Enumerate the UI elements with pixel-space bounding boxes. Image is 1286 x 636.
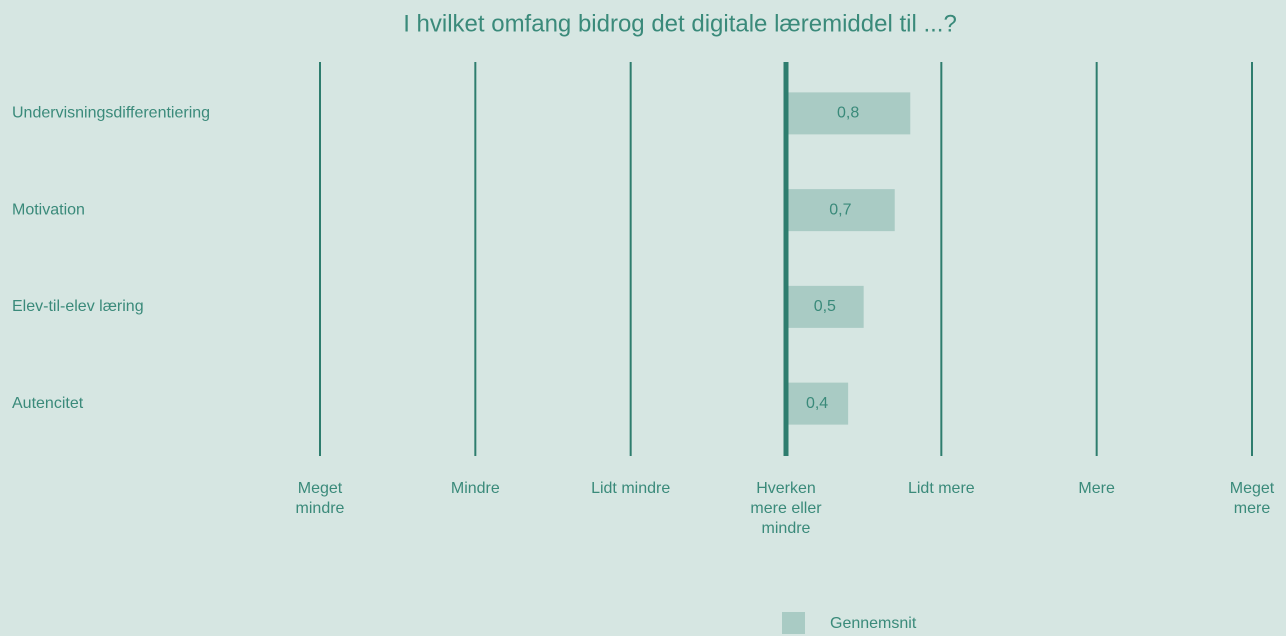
legend-swatch <box>782 612 805 634</box>
value-label: 0,5 <box>814 298 836 315</box>
value-label: 0,7 <box>829 201 851 218</box>
chart-title: I hvilket omfang bidrog det digitale lær… <box>403 10 957 37</box>
value-label: 0,4 <box>806 395 828 412</box>
category-label: Elev-til-elev læring <box>12 298 144 315</box>
x-tick-label: Lidt mindre <box>591 480 671 497</box>
x-tick-label: Mere <box>1078 480 1115 497</box>
x-tick-label: Meget mindre <box>295 480 345 517</box>
category-label: Motivation <box>12 201 85 218</box>
legend-label: Gennemsnit <box>830 615 917 632</box>
bar <box>786 382 849 425</box>
x-tick-label: Meget mere <box>1229 480 1275 517</box>
value-label: 0,8 <box>837 105 859 122</box>
bar <box>786 189 895 232</box>
bar <box>786 285 864 328</box>
x-tick-label: Mindre <box>450 480 500 497</box>
x-tick-label: Hverken mere eller mindre <box>750 480 822 537</box>
category-label: Undervisningsdifferentiering <box>12 105 210 122</box>
category-label: Autencitet <box>12 395 84 412</box>
x-tick-label: Lidt mere <box>907 480 975 497</box>
bar <box>786 92 911 135</box>
